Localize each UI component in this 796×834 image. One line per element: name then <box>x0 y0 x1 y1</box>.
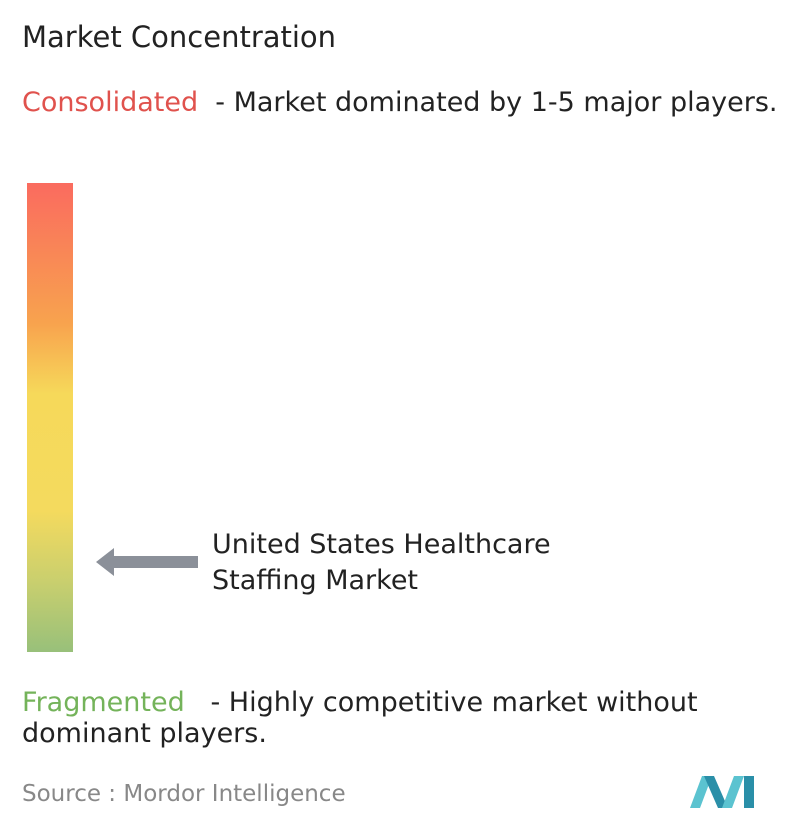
logo-part <box>722 776 744 808</box>
source: Source : Mordor Intelligence <box>22 781 346 807</box>
concentration-scale <box>27 183 73 652</box>
arrow <box>96 548 198 576</box>
source-label: Source : <box>22 781 117 807</box>
fragmented-label: Fragmented <box>22 687 185 718</box>
market-label: United States Healthcare Staffing Market <box>212 529 551 596</box>
consolidated-description: - Market dominated by 1-5 major players. <box>215 87 778 118</box>
logo-part <box>704 776 728 808</box>
logo <box>690 776 754 808</box>
source-name: Mordor Intelligence <box>123 781 346 807</box>
fragmented-description: - Highly competitive market without domi… <box>22 687 698 749</box>
arrow-shape <box>96 548 198 576</box>
logo-part <box>744 776 754 808</box>
consolidated-label: Consolidated <box>22 87 199 118</box>
fragmented-row: Fragmented - Highly competitive market w… <box>22 687 792 749</box>
consolidated-row: Consolidated - Market dominated by 1-5 m… <box>22 87 792 118</box>
logo-part <box>690 776 712 808</box>
title: Market Concentration <box>22 20 337 54</box>
